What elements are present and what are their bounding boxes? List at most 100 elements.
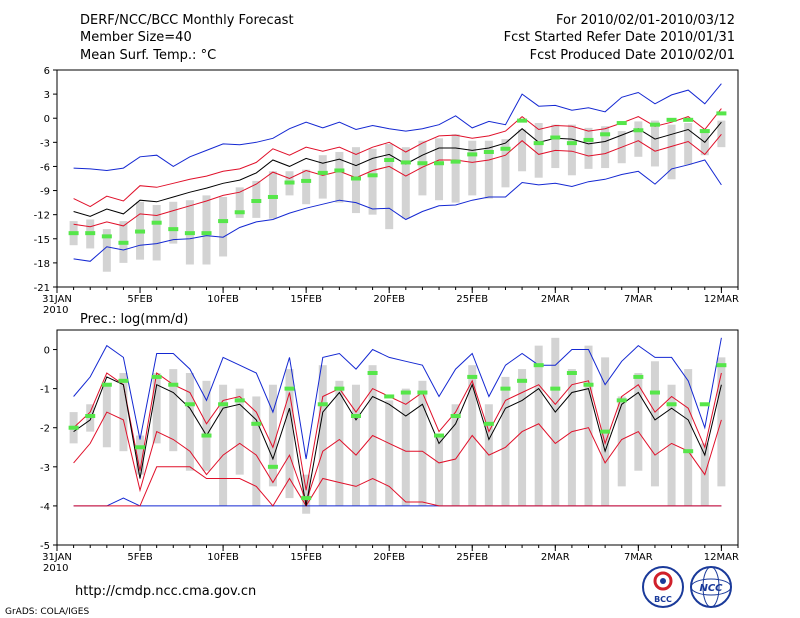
spread-bar <box>567 124 576 176</box>
median-marker <box>483 149 494 154</box>
median-marker <box>400 390 411 395</box>
median-marker <box>284 180 295 185</box>
y-tick-label: -2 <box>40 424 50 435</box>
median-marker <box>218 219 229 224</box>
spread-bar <box>484 140 493 199</box>
spread-bar <box>684 123 693 165</box>
spread-bar <box>219 196 228 257</box>
median-marker <box>633 374 644 379</box>
x-tick-label: 15FEB <box>290 294 322 305</box>
spread-bar <box>302 169 311 205</box>
median-marker <box>135 445 146 450</box>
spread-bar <box>634 373 643 471</box>
median-marker <box>68 231 79 236</box>
y-tick-label: 6 <box>44 66 50 77</box>
spread-bar <box>518 369 527 506</box>
spread-bar <box>717 357 726 487</box>
spread-bar <box>169 201 178 244</box>
median-marker <box>118 240 129 245</box>
plot-frame <box>56 69 739 288</box>
spread-bar <box>335 380 344 506</box>
spread-bar <box>650 361 659 487</box>
median-marker <box>666 402 677 407</box>
precip-title: Prec.: log(mm/d) <box>80 312 188 327</box>
median-marker <box>533 363 544 368</box>
ncc-logo-text: NCC <box>699 583 723 594</box>
spread-bar <box>136 435 145 475</box>
spread-bar <box>268 171 277 219</box>
median-marker <box>699 129 710 134</box>
spread-bar <box>119 373 128 452</box>
spread-bar <box>385 143 394 230</box>
spread-bar <box>185 373 194 471</box>
y-tick-label: 0 <box>44 114 50 125</box>
spread-bar <box>169 369 178 452</box>
x-tick-label: 25FEB <box>456 552 488 563</box>
median-marker <box>317 402 328 407</box>
median-marker <box>400 160 411 165</box>
median-marker <box>616 121 627 126</box>
x-tick-label: 7MAR <box>624 294 653 305</box>
median-marker <box>118 378 129 383</box>
median-marker <box>683 449 694 454</box>
lower-band-line <box>73 411 722 504</box>
x-tick-label: 31JAN <box>42 294 72 305</box>
median-marker <box>267 194 278 199</box>
y-tick-label: 3 <box>44 90 50 101</box>
y-tick-label: -5 <box>40 541 50 552</box>
median-marker <box>566 141 577 146</box>
median-marker <box>334 168 345 173</box>
x-tick-label: 15FEB <box>290 552 322 563</box>
spread-bar <box>717 120 726 148</box>
ncc-logo: NCC <box>690 566 732 608</box>
spread-bar <box>584 127 593 169</box>
forecast-produced-date: Fcst Produced Date 2010/02/01 <box>530 48 735 63</box>
y-tick-label: 0 <box>44 346 50 357</box>
spread-bar <box>551 124 560 169</box>
forecast-period: For 2010/02/01-2010/03/12 <box>556 13 735 28</box>
median-marker <box>218 402 229 407</box>
spread-bar <box>684 369 693 506</box>
median-marker <box>367 371 378 375</box>
spread-bar <box>667 384 676 506</box>
median-marker <box>616 398 627 403</box>
spread-bar <box>617 396 626 487</box>
median-marker <box>417 390 428 395</box>
median-marker <box>467 152 478 157</box>
median-marker <box>85 231 96 236</box>
grads-credit: GrADS: COLA/IGES <box>5 607 89 617</box>
median-marker <box>550 135 561 140</box>
median-marker <box>533 141 544 146</box>
median-marker <box>350 176 361 181</box>
upper-band-line <box>73 372 722 491</box>
x-tick-label: 10FEB <box>207 552 239 563</box>
spread-bar <box>634 121 643 157</box>
max-line <box>73 83 722 172</box>
median-marker <box>334 386 345 391</box>
median-marker <box>517 118 528 123</box>
median-marker <box>666 117 677 122</box>
spread-bar <box>534 345 543 506</box>
median-marker <box>317 170 328 175</box>
y-tick-label: -4 <box>40 502 50 513</box>
source-url[interactable]: http://cmdp.ncc.cma.gov.cn <box>75 584 256 599</box>
spread-bar <box>202 195 211 265</box>
median-marker <box>251 199 262 204</box>
plot-frame <box>56 329 739 546</box>
spread-bar <box>468 140 477 196</box>
spread-bar <box>567 369 576 506</box>
y-tick-label: -9 <box>40 187 50 198</box>
median-marker <box>151 220 162 225</box>
median-marker <box>101 382 112 387</box>
x-tick-label: 25FEB <box>456 294 488 305</box>
median-marker <box>500 146 511 151</box>
min-line <box>73 159 722 262</box>
median-marker <box>649 122 660 127</box>
median-marker <box>201 433 212 438</box>
spread-bar <box>534 123 543 178</box>
bcc-logo: BCC <box>642 566 684 608</box>
spread-bar <box>285 369 294 499</box>
median-marker <box>417 161 428 166</box>
